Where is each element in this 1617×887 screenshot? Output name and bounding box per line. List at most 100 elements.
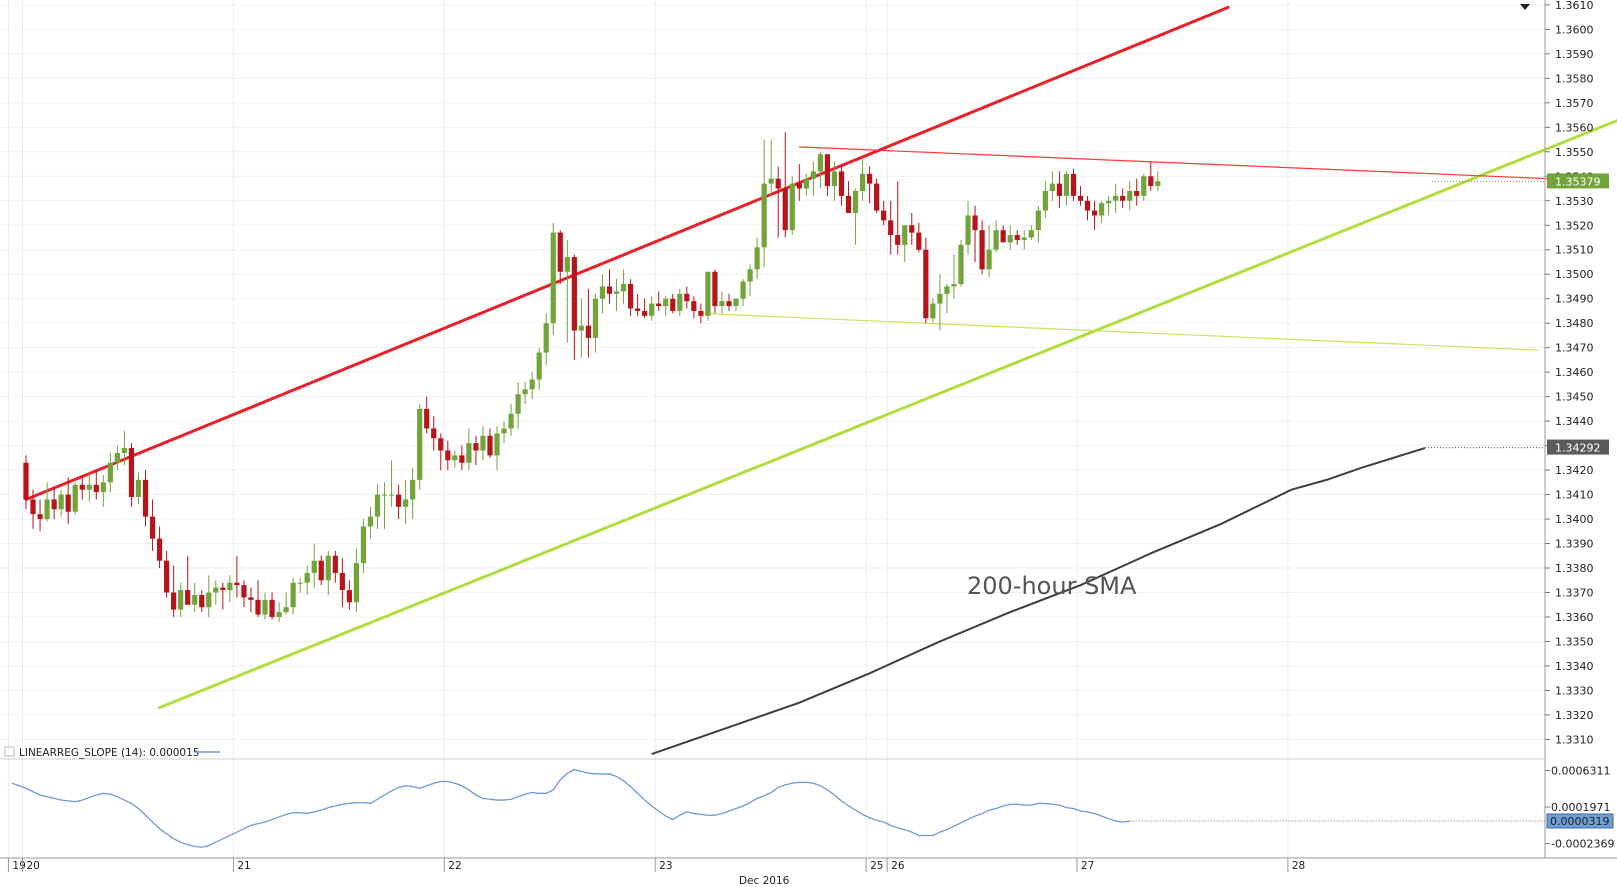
candle-body — [86, 484, 92, 490]
candle — [255, 580, 261, 617]
candle-body — [754, 247, 760, 270]
candle — [410, 467, 416, 520]
candle-body — [367, 516, 374, 527]
y-tick-label: 1.3350 — [1555, 635, 1594, 648]
candle-body — [712, 271, 718, 307]
candle-body — [1042, 190, 1048, 211]
candle-body — [578, 325, 584, 331]
candle — [213, 580, 219, 605]
y-tick-label: 1.3390 — [1555, 538, 1594, 551]
candle-body — [1049, 183, 1055, 191]
candle-body — [902, 225, 908, 245]
y-tick-label: 1.3520 — [1555, 219, 1594, 232]
candle-body — [192, 594, 198, 605]
candle-body — [480, 435, 486, 451]
candle — [164, 550, 170, 598]
candle-body — [1021, 237, 1027, 240]
candle-body — [206, 592, 212, 608]
candle-body — [1106, 200, 1112, 204]
candle-body — [747, 269, 753, 282]
y-tick-label: 1.3480 — [1555, 317, 1594, 330]
y-tick-label: 1.3410 — [1555, 489, 1594, 502]
candle — [881, 200, 887, 226]
candle-body — [916, 232, 922, 250]
candle — [845, 181, 852, 214]
candle — [1014, 230, 1020, 245]
candle-body — [993, 230, 999, 250]
candle — [979, 220, 985, 275]
candle-body — [599, 286, 606, 299]
trendline-red-channel-upper — [24, 5, 1230, 501]
candle-body — [768, 178, 774, 184]
candle — [1113, 183, 1119, 214]
candle — [1028, 225, 1034, 240]
candle — [529, 372, 535, 400]
candle — [1000, 225, 1006, 243]
candle-body — [937, 293, 943, 304]
candle-body — [649, 303, 655, 316]
candle — [740, 279, 746, 307]
candle — [1056, 171, 1063, 209]
candle-body — [1148, 176, 1154, 187]
candle — [916, 222, 922, 253]
candle-body — [185, 590, 191, 605]
candle-body — [395, 494, 402, 507]
y-tick-label: 1.3580 — [1555, 72, 1594, 85]
panel-dropdown-icon[interactable] — [1520, 4, 1530, 10]
y-tick-label: 1.3600 — [1555, 23, 1594, 36]
x-tick-label: 26 — [891, 860, 905, 872]
candle — [838, 164, 845, 206]
candle — [627, 279, 634, 316]
x-tick-label: 27 — [1081, 860, 1094, 872]
candle — [494, 426, 500, 471]
indicator-checkbox-icon[interactable] — [4, 746, 15, 757]
trendline-green-support — [700, 312, 1539, 351]
candle — [1098, 200, 1105, 223]
candle-body — [311, 560, 317, 573]
candle-body — [220, 587, 226, 591]
candle-body — [332, 555, 338, 573]
candle-body — [79, 484, 85, 490]
candle-body — [670, 298, 676, 311]
candle — [613, 279, 620, 311]
candle — [578, 298, 584, 358]
candle — [114, 445, 120, 471]
candle-body — [606, 286, 613, 294]
candle — [452, 450, 458, 468]
candle-body — [255, 599, 261, 615]
candle-body — [874, 183, 880, 211]
candle — [1063, 171, 1070, 206]
y-tick-label: 1.3380 — [1555, 562, 1594, 575]
candle-body — [1113, 195, 1119, 201]
candle — [346, 580, 352, 610]
candle-body — [128, 448, 135, 498]
candle-body — [881, 210, 887, 221]
candle — [1120, 188, 1126, 209]
candle-body — [930, 303, 936, 319]
candle-body — [51, 499, 57, 510]
candle-body — [1056, 183, 1063, 196]
candle-body — [550, 232, 556, 324]
candle — [698, 303, 704, 324]
candle-body — [515, 394, 521, 414]
candle-body — [635, 308, 641, 311]
candle-body — [452, 455, 458, 461]
candle-body — [522, 389, 528, 395]
candle-body — [388, 494, 395, 496]
candle-body — [845, 195, 852, 214]
candle — [902, 225, 908, 262]
trendline-red-resistance — [798, 146, 1609, 182]
candle-body — [979, 230, 985, 270]
candle — [754, 237, 760, 280]
candle — [1106, 195, 1112, 216]
candle — [775, 166, 781, 238]
candle — [311, 543, 317, 588]
candle — [234, 555, 240, 598]
candle-body — [965, 215, 971, 245]
candle — [128, 443, 135, 507]
x-tick-label: 28 — [1292, 860, 1305, 872]
candle-body — [241, 585, 247, 598]
candle — [1042, 181, 1048, 218]
